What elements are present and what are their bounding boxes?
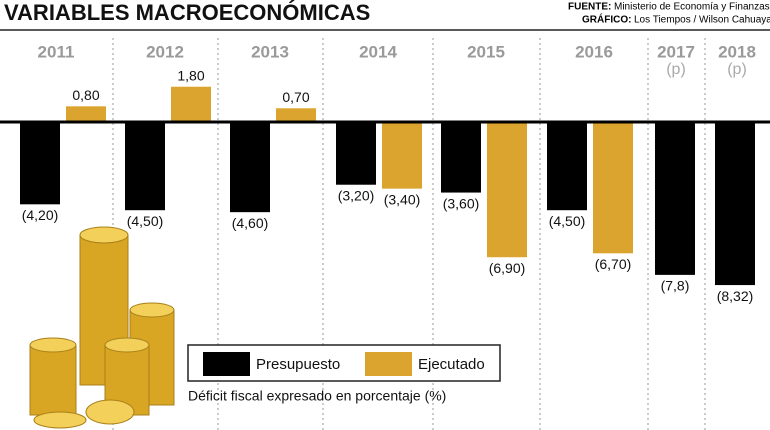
x-tick-label: 2017 [657, 42, 695, 61]
bar [66, 106, 106, 122]
bar [715, 122, 755, 286]
source: Ministerio de Economía y Finanzas [614, 2, 770, 13]
x-tick-note: (p) [666, 61, 686, 78]
x-tick-label: 2012 [146, 42, 184, 61]
value-label: (4,20) [22, 207, 59, 223]
footnote: Déficit fiscal expresado en porcentaje (… [188, 388, 446, 404]
x-tick-label: 2016 [575, 42, 613, 61]
legend-swatch [203, 352, 250, 376]
legend-swatch [365, 352, 412, 376]
bar [20, 122, 60, 205]
separators [112, 38, 706, 430]
value-label: (3,40) [384, 191, 421, 207]
credit-label: GRÁFICO: [582, 13, 631, 26]
bar [230, 122, 270, 213]
x-tick-label: 2011 [38, 42, 75, 61]
value-label: 1,80 [177, 67, 204, 83]
legend: Presupuesto Ejecutado [203, 352, 485, 376]
bar [655, 122, 695, 275]
credit: Los Tiempos / Wilson Cahuaya [634, 15, 770, 26]
bar [336, 122, 376, 185]
x-tick-label: 2013 [251, 42, 289, 61]
value-label: (4,50) [127, 213, 164, 229]
chart-title: VARIABLES MACROECONÓMICAS [4, 0, 370, 25]
value-label: (4,50) [549, 213, 586, 229]
x-tick-label: 2018 [718, 42, 756, 61]
bar [547, 122, 587, 211]
bar [593, 122, 633, 254]
x-tick-label: 2015 [467, 42, 505, 61]
coins-illustration [29, 226, 175, 429]
bar [441, 122, 481, 193]
x-tick-note: (p) [727, 61, 747, 78]
value-label: 0,70 [282, 89, 309, 105]
value-label: (3,60) [443, 195, 480, 211]
x-tick-label: 2014 [359, 42, 397, 61]
value-label: (6,70) [595, 256, 632, 272]
value-label: (8,32) [717, 288, 754, 304]
legend-label: Presupuesto [256, 356, 340, 373]
value-label: (3,20) [338, 187, 375, 203]
value-label: (4,60) [232, 215, 269, 231]
value-label: 0,80 [72, 87, 99, 103]
value-label: (7,8) [661, 278, 690, 294]
value-label: (6,90) [489, 260, 526, 276]
bar [171, 86, 211, 122]
bar [487, 122, 527, 258]
source-label: FUENTE: [568, 2, 611, 13]
legend-label: Ejecutado [418, 356, 485, 373]
bar [125, 122, 165, 211]
bar [276, 108, 316, 122]
bar [382, 122, 422, 189]
